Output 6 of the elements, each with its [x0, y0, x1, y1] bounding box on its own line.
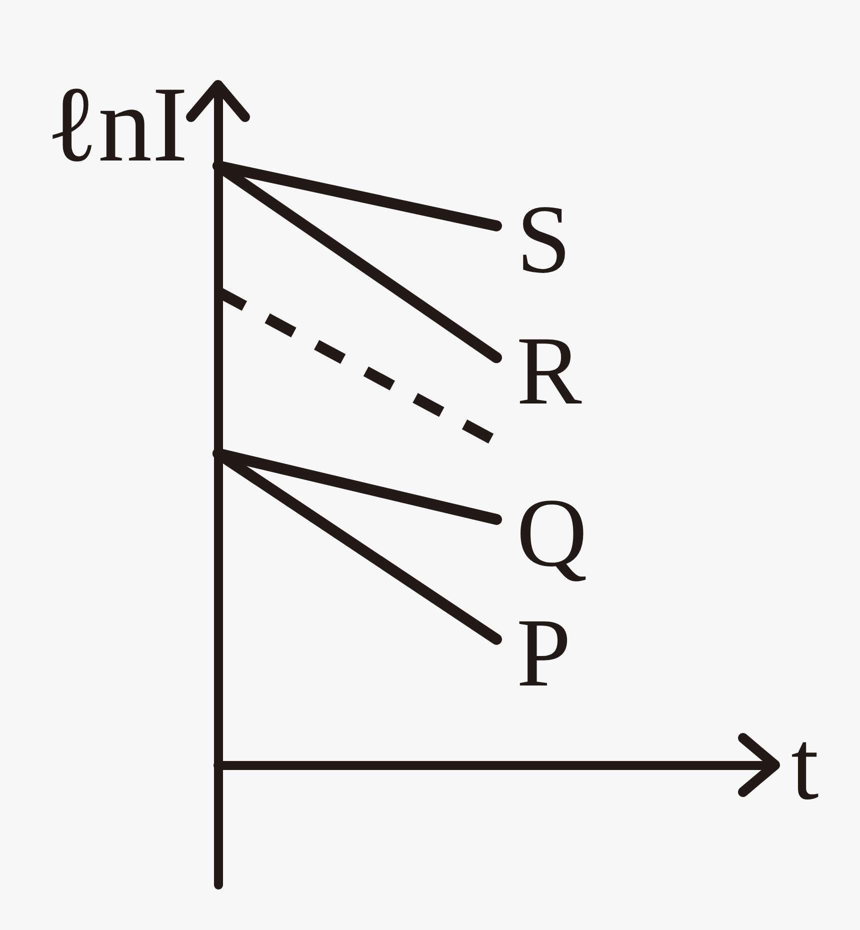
- series-label: Q: [516, 479, 588, 588]
- series-label: R: [516, 318, 582, 426]
- series-label: S: [516, 186, 572, 294]
- x-axis-title: t: [791, 710, 819, 821]
- series-label: P: [516, 599, 572, 708]
- y-axis-title: ℓnI: [46, 66, 188, 184]
